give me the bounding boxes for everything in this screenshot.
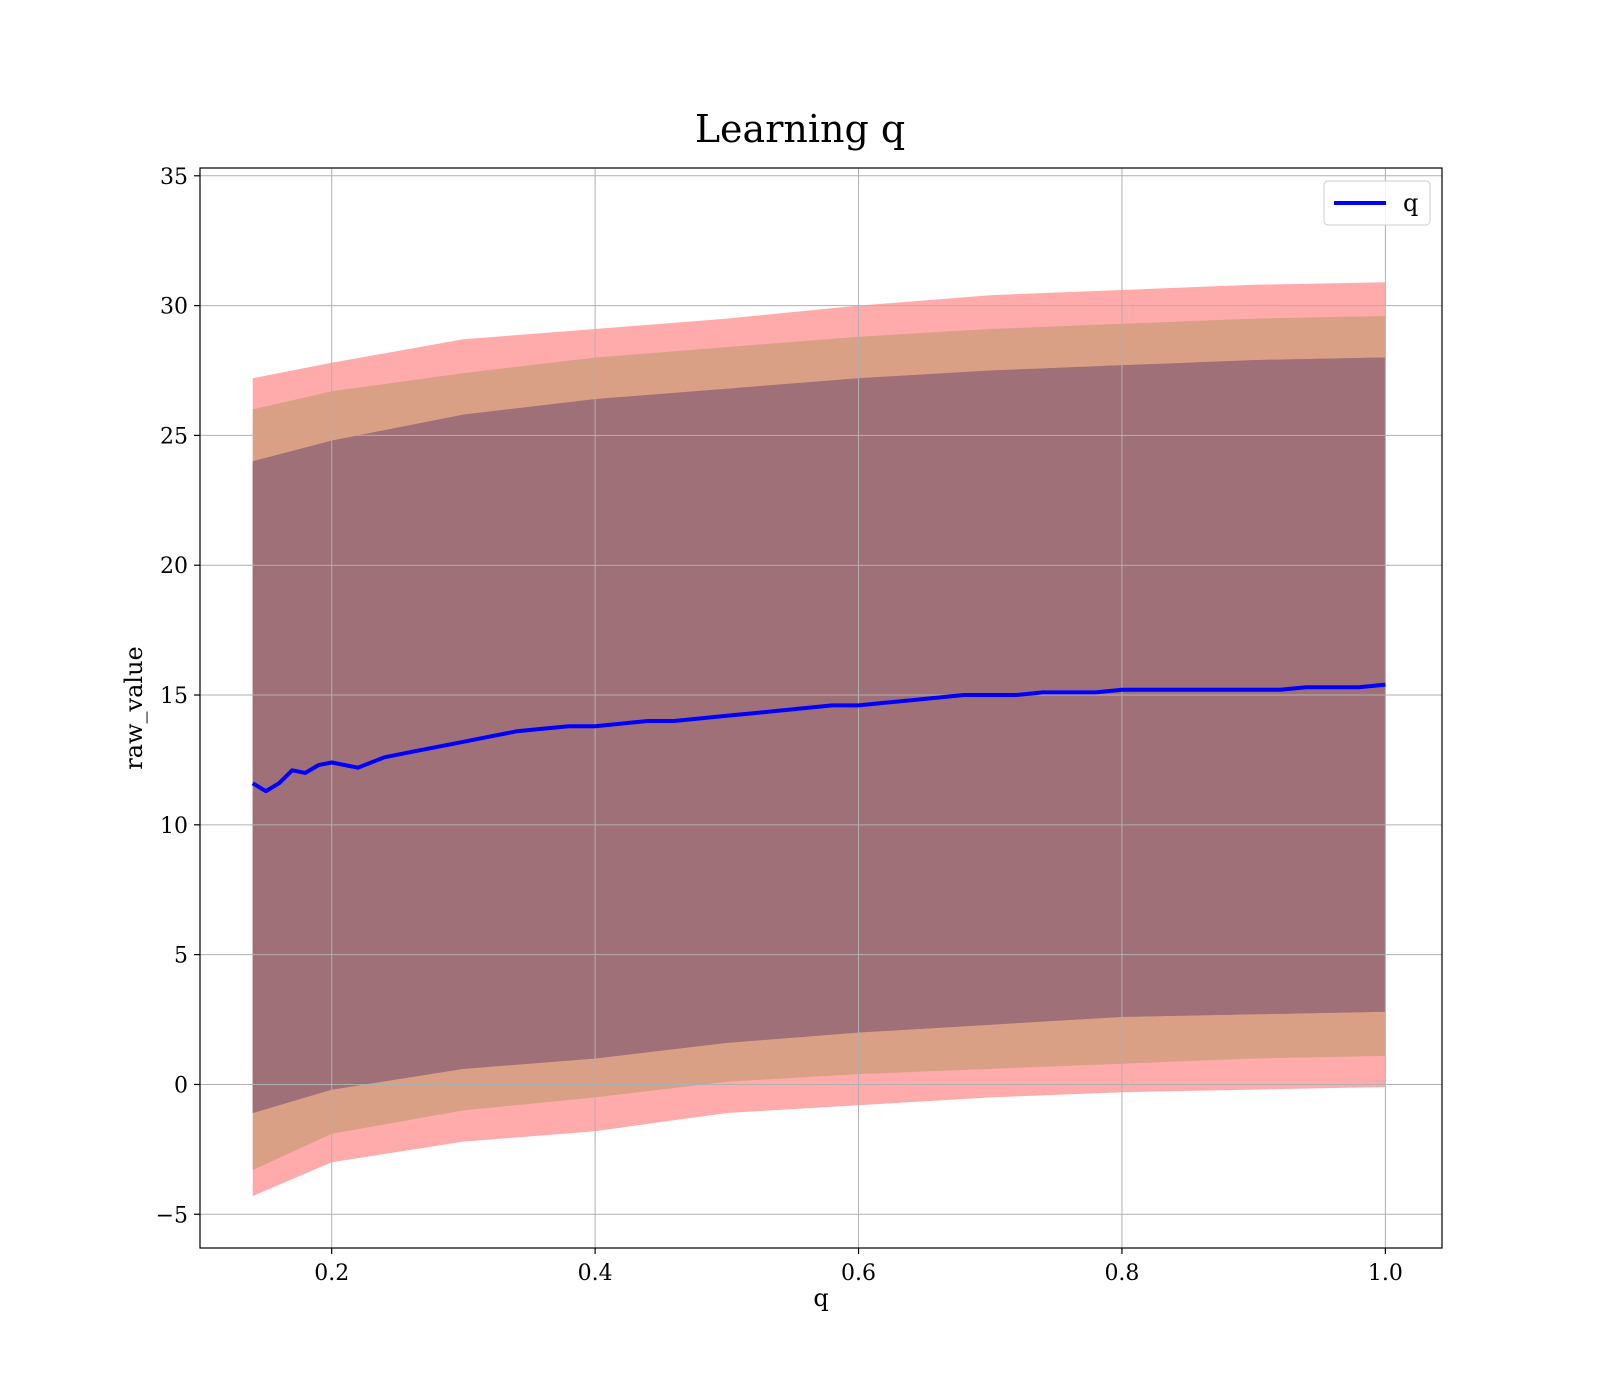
chart-title: Learning q <box>695 107 905 151</box>
band_core <box>252 357 1386 1113</box>
confidence-bands <box>252 282 1386 1197</box>
y-axis-label: raw_value <box>120 646 148 770</box>
x-tick-label-0: 0.2 <box>314 1261 349 1286</box>
x-tick-label-3: 0.8 <box>1104 1261 1139 1286</box>
series-line-q <box>251 682 1386 794</box>
legend: q <box>1323 180 1431 226</box>
x-axis-ticks: 0.2 0.4 0.6 0.8 1.0 <box>314 1248 1403 1286</box>
y-tick-label-3: 10 <box>160 814 188 839</box>
y-tick-label-4: 15 <box>160 684 188 709</box>
grid <box>200 168 1442 1248</box>
y-tick-label-7: 30 <box>160 295 188 320</box>
x-tick-label-2: 0.6 <box>841 1261 876 1286</box>
legend-label-q: q <box>1403 189 1418 217</box>
y-tick-label-1: 0 <box>174 1073 188 1098</box>
x-tick-label-1: 0.4 <box>578 1261 613 1286</box>
plot-frame <box>199 167 1443 1249</box>
y-tick-label-8: 35 <box>160 165 188 190</box>
y-tick-label-6: 25 <box>160 424 188 449</box>
series-lines <box>251 682 1386 794</box>
y-tick-label-0: −5 <box>156 1203 188 1228</box>
x-tick-label-4: 1.0 <box>1368 1261 1403 1286</box>
x-axis-label: q <box>813 1284 828 1312</box>
y-axis-ticks: −5 0 5 10 15 20 25 30 35 <box>156 165 200 1228</box>
y-tick-label-2: 5 <box>174 944 188 969</box>
y-tick-label-5: 20 <box>160 554 188 579</box>
